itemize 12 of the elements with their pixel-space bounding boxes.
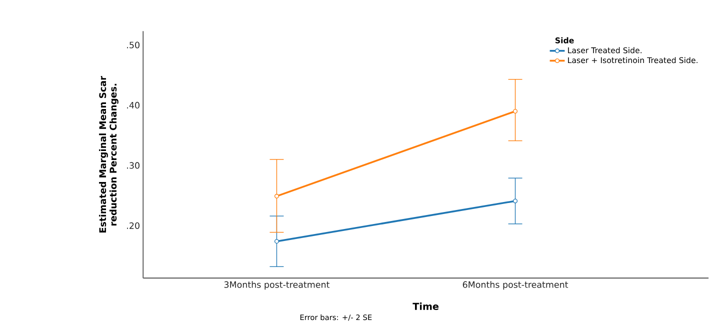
point (512, 108, 518, 114)
y-tick-label: .20 (127, 222, 140, 229)
point (512, 198, 518, 204)
y-tick-label: .30 (127, 162, 140, 169)
x-tick-label: 3Months post-treatment (224, 281, 330, 290)
y-tick-label: .40 (127, 102, 140, 109)
point (274, 239, 279, 244)
y-axis-title: Estimated Marginal Mean Scar reduction Percent Changes. (99, 76, 118, 232)
y-tick-label: .50 (127, 42, 140, 48)
x-axis-title: Time (412, 302, 439, 310)
point (274, 194, 279, 198)
x-tick-label: 6Months post-treatment (462, 281, 568, 290)
